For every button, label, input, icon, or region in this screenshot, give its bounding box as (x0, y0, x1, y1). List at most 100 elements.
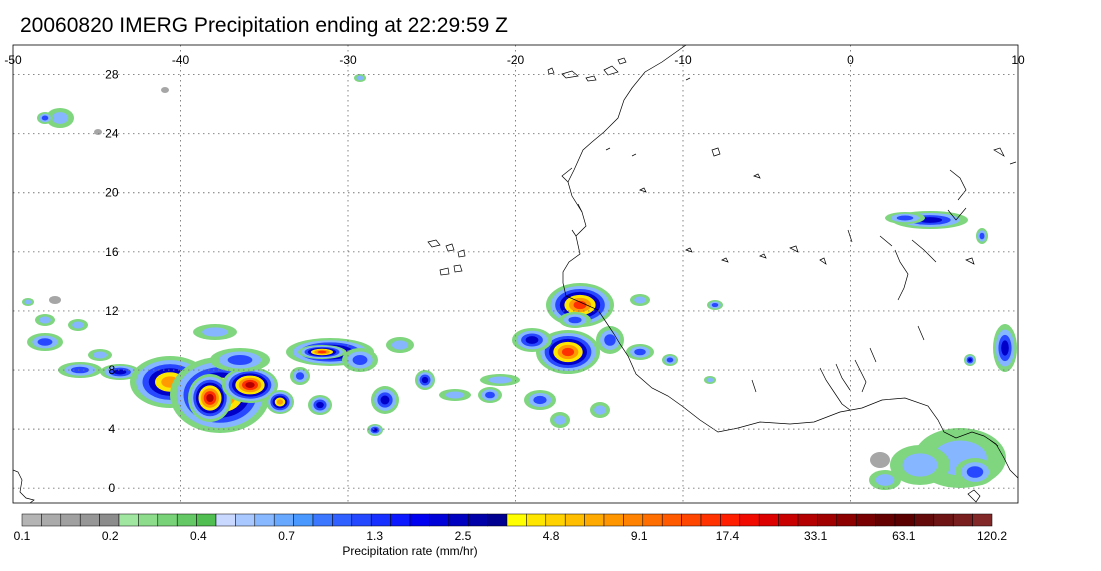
colorbar-tick-label: 0.7 (278, 529, 295, 543)
colorbar-tick-label: 9.1 (631, 529, 648, 543)
rain-cell (161, 87, 169, 93)
rain-cell (964, 354, 976, 366)
lat-tick-label: 16 (105, 245, 119, 259)
rain-cell (58, 362, 102, 378)
rain-cell (46, 108, 74, 128)
rain-cell (704, 376, 716, 384)
colorbar-swatch (79, 513, 100, 527)
colorbar-swatch (21, 513, 42, 527)
southwest-corner-land (13, 469, 35, 503)
rain-cell (367, 424, 383, 436)
rain-cell (976, 228, 988, 244)
lake-volta (854, 347, 877, 393)
rain-cell (22, 298, 34, 306)
colorbar-swatch (836, 513, 857, 527)
colorbar-swatch (700, 513, 721, 527)
coastlines (13, 45, 1018, 503)
rain-cell (890, 445, 950, 485)
colorbar-tick-label: 17.4 (716, 529, 740, 543)
rain-cell (308, 395, 332, 415)
lat-tick-label: 20 (105, 186, 119, 200)
lon-tick-label: 0 (847, 53, 854, 67)
colorbar-swatch (933, 513, 954, 527)
colorbar-swatch (681, 513, 702, 527)
rain-cell (536, 330, 600, 374)
colorbar: 0.1 0.2 0.4 0.7 1.3 2.5 4.8 9.1 17.4 33.1 63.1 120.… (14, 513, 1007, 543)
rain-cell (869, 470, 901, 490)
colorbar-tick-label: 33.1 (804, 529, 828, 543)
colorbar-tick-label: 0.4 (190, 529, 207, 543)
rain-cell (290, 367, 310, 385)
colorbar-swatch (118, 513, 139, 527)
colorbar-swatch (332, 513, 353, 527)
lon-tick-label: -10 (674, 53, 692, 67)
inland-water-bodies (605, 77, 1017, 265)
rain-cell (88, 349, 112, 361)
colorbar-swatch (972, 513, 993, 527)
colorbar-swatch (273, 513, 294, 527)
bioko-islands (967, 439, 999, 503)
colorbar-swatch (293, 513, 314, 527)
colorbar-title: Precipitation rate (mm/hr) (342, 544, 477, 558)
rain-cell (35, 314, 55, 326)
rain-cell (386, 337, 414, 353)
rain-cell (266, 390, 294, 414)
colorbar-swatch (176, 513, 197, 527)
map-title: 20060820 IMERG Precipitation ending at 2… (20, 14, 508, 37)
mauritania-coast-detail (561, 167, 583, 237)
colorbar-swatch (758, 513, 779, 527)
rain-cell (27, 333, 63, 351)
rain-cell (439, 389, 471, 401)
colorbar-swatch (778, 513, 799, 527)
rain-cell (550, 412, 570, 428)
colorbar-swatch (797, 513, 818, 527)
canary-islands (547, 57, 627, 82)
lat-tick-label: 28 (105, 68, 119, 82)
lon-tick-label: -30 (339, 53, 357, 67)
rain-cell (188, 374, 232, 422)
colorbar-swatch (41, 513, 62, 527)
rain-cell (885, 212, 925, 224)
colorbar-swatch (138, 513, 159, 527)
rain-cell (512, 328, 552, 352)
rain-cell (707, 300, 723, 310)
colorbar-swatch (817, 513, 838, 527)
colorbar-swatch (914, 513, 935, 527)
colorbar-swatch (99, 513, 120, 527)
rain-cell (415, 370, 435, 390)
rain-cell (100, 364, 140, 380)
colorbar-tick-label: 120.2 (977, 529, 1007, 543)
rain-cell (630, 294, 650, 306)
west-africa-coastline (562, 45, 1018, 479)
colorbar-swatch (952, 513, 973, 527)
rain-cell (210, 348, 270, 372)
rain-cell (993, 324, 1017, 372)
colorbar-swatch (720, 513, 741, 527)
rain-cell (870, 452, 890, 468)
colorbar-tick-label: 0.1 (14, 529, 31, 543)
rain-cell (559, 312, 591, 328)
lat-tick-label: 0 (108, 481, 115, 495)
colorbar-swatch (467, 513, 488, 527)
colorbar-swatch (390, 513, 411, 527)
rain-cell (193, 324, 237, 340)
colorbar-tick-label: 1.3 (366, 529, 383, 543)
rain-cell (371, 386, 399, 414)
colorbar-swatch (448, 513, 469, 527)
colorbar-swatch (894, 513, 915, 527)
colorbar-swatch (196, 513, 217, 527)
rain-cell (49, 296, 61, 304)
colorbar-swatch (526, 513, 547, 527)
rain-cell (298, 345, 346, 359)
colorbar-swatch (429, 513, 450, 527)
rain-cell (480, 374, 520, 386)
lat-tick-label: 8 (108, 363, 115, 377)
colorbar-swatch (370, 513, 391, 527)
colorbar-swatch (157, 513, 178, 527)
colorbar-swatch (409, 513, 430, 527)
colorbar-swatch (855, 513, 876, 527)
lon-tick-label: -20 (507, 53, 525, 67)
colorbar-swatch (215, 513, 236, 527)
colorbar-swatch (487, 513, 508, 527)
